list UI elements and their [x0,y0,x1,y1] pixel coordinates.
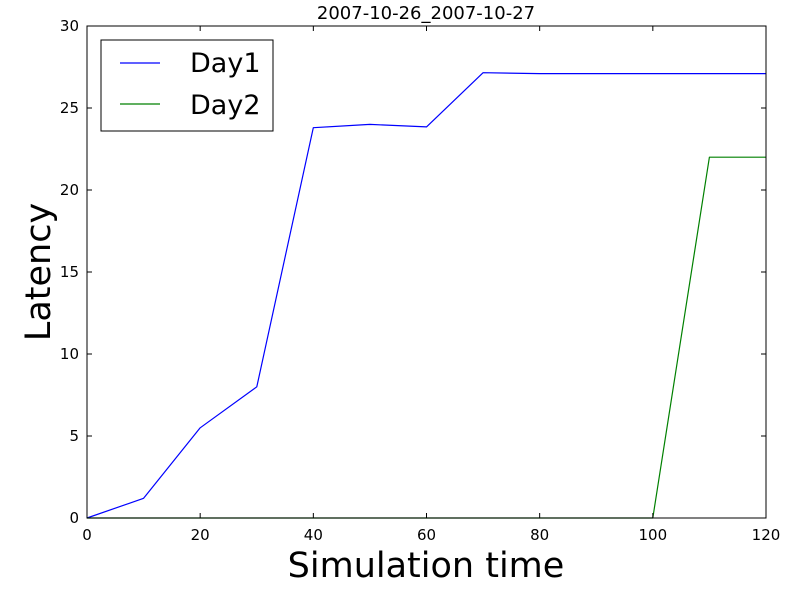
x-axis-label: Simulation time [288,546,565,586]
chart-title: 2007-10-26_2007-10-27 [317,3,535,24]
y-tick-label: 30 [60,17,79,35]
legend-label-day2: Day2 [190,90,261,121]
x-tick-label: 60 [417,526,436,544]
series-line-day1 [86,72,766,519]
y-tick-label: 0 [69,509,79,527]
x-tick-label: 0 [82,526,92,544]
x-tick-label: 20 [191,526,210,544]
x-tick-label: 100 [639,526,668,544]
y-tick-label: 10 [60,345,79,363]
y-tick-label: 20 [60,181,79,199]
plot-frame [86,25,767,519]
x-tick-label: 120 [752,526,781,544]
x-tick-label: 40 [304,526,323,544]
legend-label-day1: Day1 [190,48,261,79]
y-tick-label: 15 [60,263,79,281]
y-axis-label: Latency [19,203,59,341]
y-tick-label: 5 [69,427,79,445]
y-tick-label: 25 [60,99,79,117]
legend: Day1 Day2 [100,39,274,132]
ticks-layer: 0 20 40 60 80 100 120 0 5 10 15 20 25 30 [60,17,780,544]
x-tick-label: 80 [530,526,549,544]
legend-box [100,39,274,132]
